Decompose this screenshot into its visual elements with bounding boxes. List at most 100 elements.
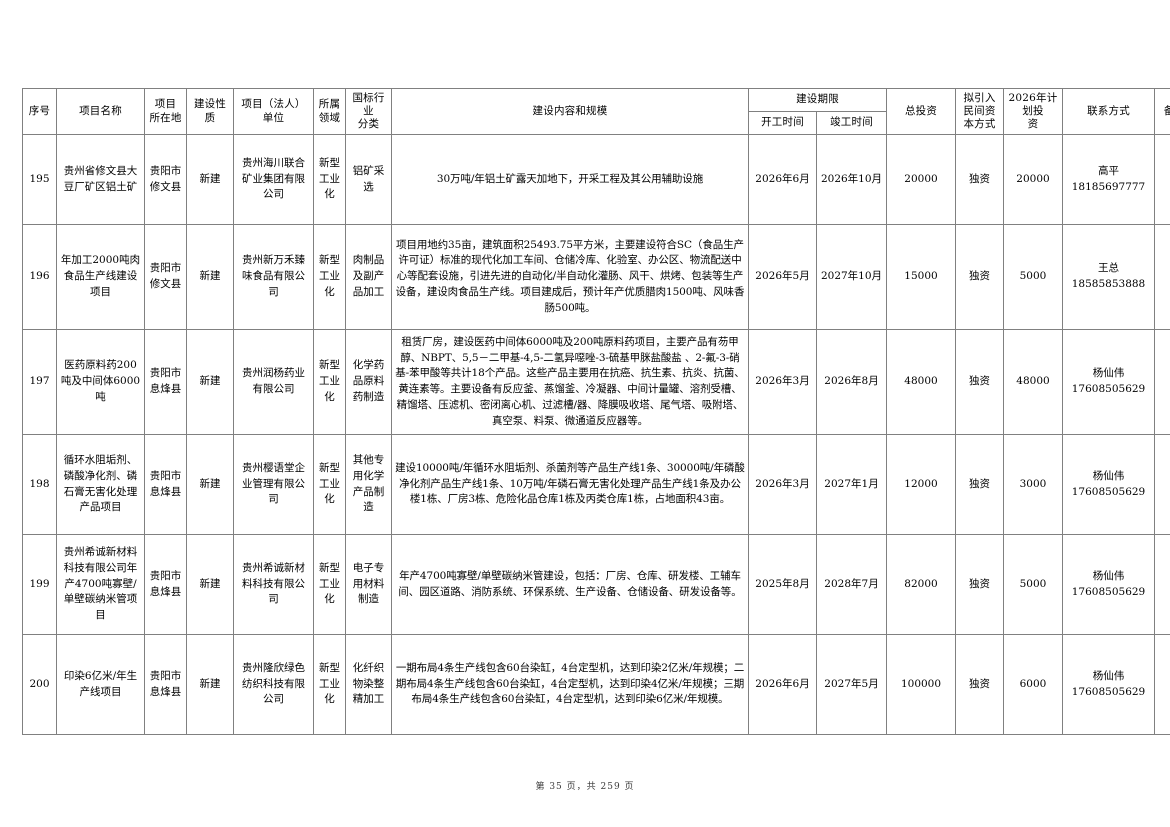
contact-person-name: 高平: [1098, 164, 1119, 177]
cell-field: 新型工业化: [313, 134, 346, 225]
contact-person-name: 杨仙伟: [1092, 669, 1125, 682]
table-row: 198 循环水阻垢剂、磷酸净化剂、磷石膏无害化处理产品项目 贵阳市息烽县 新建 贵州樱语…: [22, 434, 1170, 535]
header-end-time: 竣工时间: [816, 111, 887, 135]
cell-contact: 杨仙伟 17608505629: [1062, 434, 1155, 535]
cell-private-capital: 独资: [955, 329, 1004, 435]
cell-nature: 新建: [186, 224, 234, 330]
cell-plan-2026: 3000: [1003, 434, 1063, 535]
header-industry-line2: 分类: [357, 118, 380, 131]
table-row: 200 印染6亿米/年生产线项目 贵阳市息烽县 新建 贵州隆欣绿色纺织科技有限公司 新型工…: [22, 634, 1170, 735]
header-plan-2026: 2026年计划投 资: [1003, 88, 1063, 135]
cell-plan-2026: 20000: [1003, 134, 1063, 225]
header-location: 项目 所在地: [144, 88, 187, 135]
cell-contact: 杨仙伟 17608505629: [1062, 329, 1155, 435]
cell-end-time: 2026年8月: [816, 329, 887, 435]
cell-legal-entity: 贵州新万禾臻味食品有限公司: [233, 224, 314, 330]
cell-seq: 197: [22, 329, 57, 435]
header-field: 所属 领域: [313, 88, 346, 135]
cell-end-time: 2026年10月: [816, 134, 887, 225]
cell-content-scale: 项目用地约35亩，建筑面积25493.75平方米，主要建设符合SC（食品生产许可…: [391, 224, 749, 330]
cell-content-scale: 年产4700吨寡壁/单壁碳纳米管建设，包括：厂房、仓库、研发楼、工辅车间、园区道…: [391, 534, 749, 635]
header-row-bottom: 开工时间 竣工时间: [23, 111, 1170, 135]
cell-legal-entity: 贵州希诚新材料科技有限公司: [233, 534, 314, 635]
cell-field: 新型工业化: [313, 329, 346, 435]
cell-total-investment: 12000: [886, 434, 956, 535]
cell-location: 贵阳市修文县: [144, 224, 187, 330]
cell-private-capital: 独资: [955, 224, 1004, 330]
cell-industry: 肉制品及副产品加工: [345, 224, 392, 330]
cell-total-investment: 82000: [886, 534, 956, 635]
cell-field: 新型工业化: [313, 434, 346, 535]
cell-nature: 新建: [186, 434, 234, 535]
contact-person-name: 杨仙伟: [1092, 367, 1125, 380]
cell-total-investment: 20000: [886, 134, 956, 225]
cell-project-name: 循环水阻垢剂、磷酸净化剂、磷石膏无害化处理产品项目: [56, 434, 145, 535]
header-location-line2: 所在地: [149, 111, 182, 124]
cell-remark: [1154, 224, 1170, 330]
cell-seq: 195: [22, 134, 57, 225]
cell-industry: 其他专用化学产品制造: [345, 434, 392, 535]
header-private-capital-line2: 民间资: [963, 104, 996, 117]
cell-end-time: 2027年1月: [816, 434, 887, 535]
header-legal-entity: 项目（法人） 单位: [233, 88, 314, 135]
cell-location: 贵阳市修文县: [144, 134, 187, 225]
cell-content-scale: 30万吨/年铝土矿露天加地下，开采工程及其公用辅助设施: [391, 134, 749, 225]
cell-project-name: 年加工2000吨肉食品生产线建设项目: [56, 224, 145, 330]
cell-project-name: 贵州希诚新材料科技有限公司年产4700吨寡壁/单壁碳纳米管项目: [56, 534, 145, 635]
cell-plan-2026: 6000: [1003, 634, 1063, 735]
contact-person-name: 杨仙伟: [1092, 469, 1125, 482]
cell-legal-entity: 贵州海川联合矿业集团有限公司: [233, 134, 314, 225]
cell-contact: 杨仙伟 17608505629: [1062, 534, 1155, 635]
cell-total-investment: 100000: [886, 634, 956, 735]
header-legal-entity-line2: 单位: [262, 111, 285, 124]
cell-private-capital: 独资: [955, 634, 1004, 735]
cell-end-time: 2027年5月: [816, 634, 887, 735]
cell-project-name: 医药原料药200吨及中间体6000吨: [56, 329, 145, 435]
cell-location: 贵阳市息烽县: [144, 534, 187, 635]
cell-industry: 化纤织物染整精加工: [345, 634, 392, 735]
cell-remark: [1154, 434, 1170, 535]
cell-end-time: 2028年7月: [816, 534, 887, 635]
cell-content-scale: 建设10000吨/年循环水阻垢剂、杀菌剂等产品生产线1条、30000吨/年磷酸净…: [391, 434, 749, 535]
cell-private-capital: 独资: [955, 434, 1004, 535]
cell-start-time: 2025年8月: [748, 534, 817, 635]
header-content-scale: 建设内容和规模: [391, 88, 749, 135]
table-row: 197 医药原料药200吨及中间体6000吨 贵阳市息烽县 新建 贵州润杨药业有限公司新…: [22, 329, 1170, 435]
cell-seq: 198: [22, 434, 57, 535]
header-seq: 序号: [22, 88, 57, 135]
cell-private-capital: 独资: [955, 534, 1004, 635]
cell-industry: 铝矿采选: [345, 134, 392, 225]
contact-phone-number: 17608505629: [1071, 485, 1146, 498]
cell-legal-entity: 贵州润杨药业有限公司: [233, 329, 314, 435]
cell-contact: 王总 18585853888: [1062, 224, 1155, 330]
cell-contact: 杨仙伟 17608505629: [1062, 634, 1155, 735]
cell-start-time: 2026年3月: [748, 329, 817, 435]
cell-seq: 200: [22, 634, 57, 735]
cell-nature: 新建: [186, 134, 234, 225]
page-footer: 第 35 页，共 259 页: [535, 782, 635, 792]
contact-phone-number: 18585853888: [1071, 278, 1146, 290]
contact-person-name: 王总: [1098, 262, 1119, 275]
cell-field: 新型工业化: [313, 224, 346, 330]
header-private-capital-line3: 本方式: [963, 118, 996, 131]
table-header: 序号 项目名称 项目 所在地 建设性质 项目（法人） 单位 所属 领域: [22, 88, 1170, 135]
table-row: 196 年加工2000吨肉食品生产线建设项目 贵阳市修文县 新建 贵州新万禾臻味食品有限…: [22, 224, 1170, 330]
contact-phone-number: 17608505629: [1071, 585, 1146, 598]
cell-end-time: 2027年10月: [816, 224, 887, 330]
cell-remark: [1154, 534, 1170, 635]
header-private-capital: 拟引入 民间资 本方式: [955, 88, 1004, 135]
contact-phone-number: 18185697777: [1071, 180, 1146, 193]
cell-remark: [1154, 134, 1170, 225]
contact-phone-number: 17608505629: [1071, 383, 1146, 395]
cell-seq: 199: [22, 534, 57, 635]
header-construction-period: 建设期限: [748, 88, 887, 112]
cell-remark: [1154, 329, 1170, 435]
cell-nature: 新建: [186, 329, 234, 435]
cell-total-investment: 48000: [886, 329, 956, 435]
cell-field: 新型工业化: [313, 534, 346, 635]
table-row: 199 贵州希诚新材料科技有限公司年产4700吨寡壁/单壁碳纳米管项目 贵阳市息烽县…: [22, 534, 1170, 635]
project-table-container: 序号 项目名称 项目 所在地 建设性质 项目（法人） 单位 所属 领域: [22, 88, 1170, 735]
cell-industry: 化学药品原料药制造: [345, 329, 392, 435]
cell-field: 新型工业化: [313, 634, 346, 735]
